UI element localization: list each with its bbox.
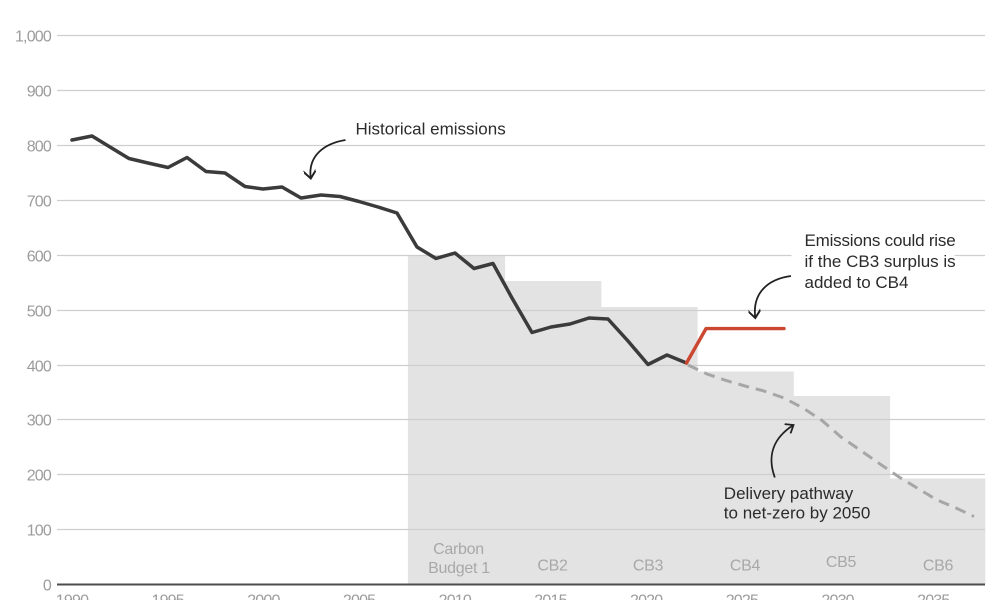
svg-text:600: 600 [27, 249, 52, 266]
svg-text:2025: 2025 [726, 593, 759, 600]
svg-text:800: 800 [27, 139, 52, 156]
svg-text:1,000: 1,000 [15, 29, 52, 46]
svg-text:Budget 1: Budget 1 [428, 560, 490, 577]
svg-text:CB4: CB4 [730, 558, 761, 575]
svg-text:100: 100 [27, 523, 52, 540]
svg-text:Carbon: Carbon [433, 541, 484, 558]
svg-text:700: 700 [27, 194, 52, 211]
svg-text:2015: 2015 [534, 593, 567, 600]
svg-text:Historical emissions: Historical emissions [356, 120, 506, 139]
svg-text:2005: 2005 [343, 593, 376, 600]
svg-text:CB2: CB2 [537, 558, 568, 575]
svg-text:1995: 1995 [151, 593, 184, 600]
svg-text:0: 0 [43, 578, 52, 595]
svg-text:CB6: CB6 [923, 558, 954, 575]
svg-text:CB3: CB3 [633, 558, 664, 575]
svg-text:2000: 2000 [247, 593, 280, 600]
svg-text:if the CB3 surplus is: if the CB3 surplus is [805, 252, 956, 271]
svg-text:200: 200 [27, 468, 52, 485]
svg-text:500: 500 [27, 304, 52, 321]
svg-text:2010: 2010 [439, 593, 472, 600]
svg-text:Emissions could rise: Emissions could rise [805, 231, 956, 250]
svg-text:CB5: CB5 [826, 554, 857, 571]
svg-text:900: 900 [27, 84, 52, 101]
svg-text:2020: 2020 [630, 593, 663, 600]
svg-text:2030: 2030 [821, 593, 854, 600]
svg-text:Delivery pathway: Delivery pathway [724, 484, 854, 503]
svg-text:400: 400 [27, 359, 52, 376]
svg-text:2035: 2035 [917, 593, 950, 600]
svg-text:added to CB4: added to CB4 [805, 273, 909, 292]
svg-text:1990: 1990 [56, 593, 89, 600]
svg-text:300: 300 [27, 413, 52, 430]
svg-text:to net-zero by 2050: to net-zero by 2050 [724, 504, 870, 523]
